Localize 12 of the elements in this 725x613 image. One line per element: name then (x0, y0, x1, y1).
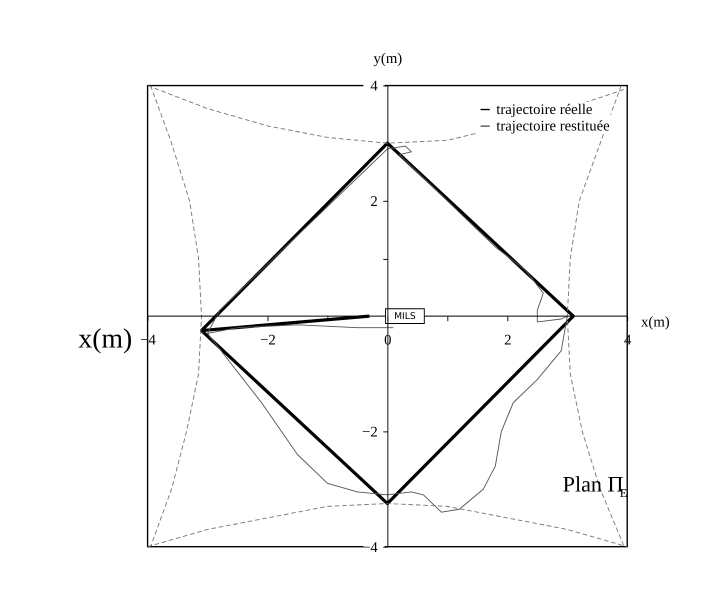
y-tick-label: −2 (362, 424, 378, 441)
x-axis-title: x(m) (641, 314, 670, 331)
text: x(m) (78, 322, 132, 354)
legend-label: trajectoire restituée (496, 118, 610, 135)
y-tick-label: 4 (370, 78, 378, 95)
legend-label: trajectoire réelle (496, 102, 593, 118)
y-tick-label: 2 (370, 194, 378, 210)
annotation: MILS (394, 310, 416, 322)
y-axis-title: y(m) (374, 50, 402, 67)
y-tick-label: −4 (362, 540, 378, 556)
x-tick-label: −2 (260, 332, 276, 348)
x-tick-label: 2 (504, 332, 512, 348)
